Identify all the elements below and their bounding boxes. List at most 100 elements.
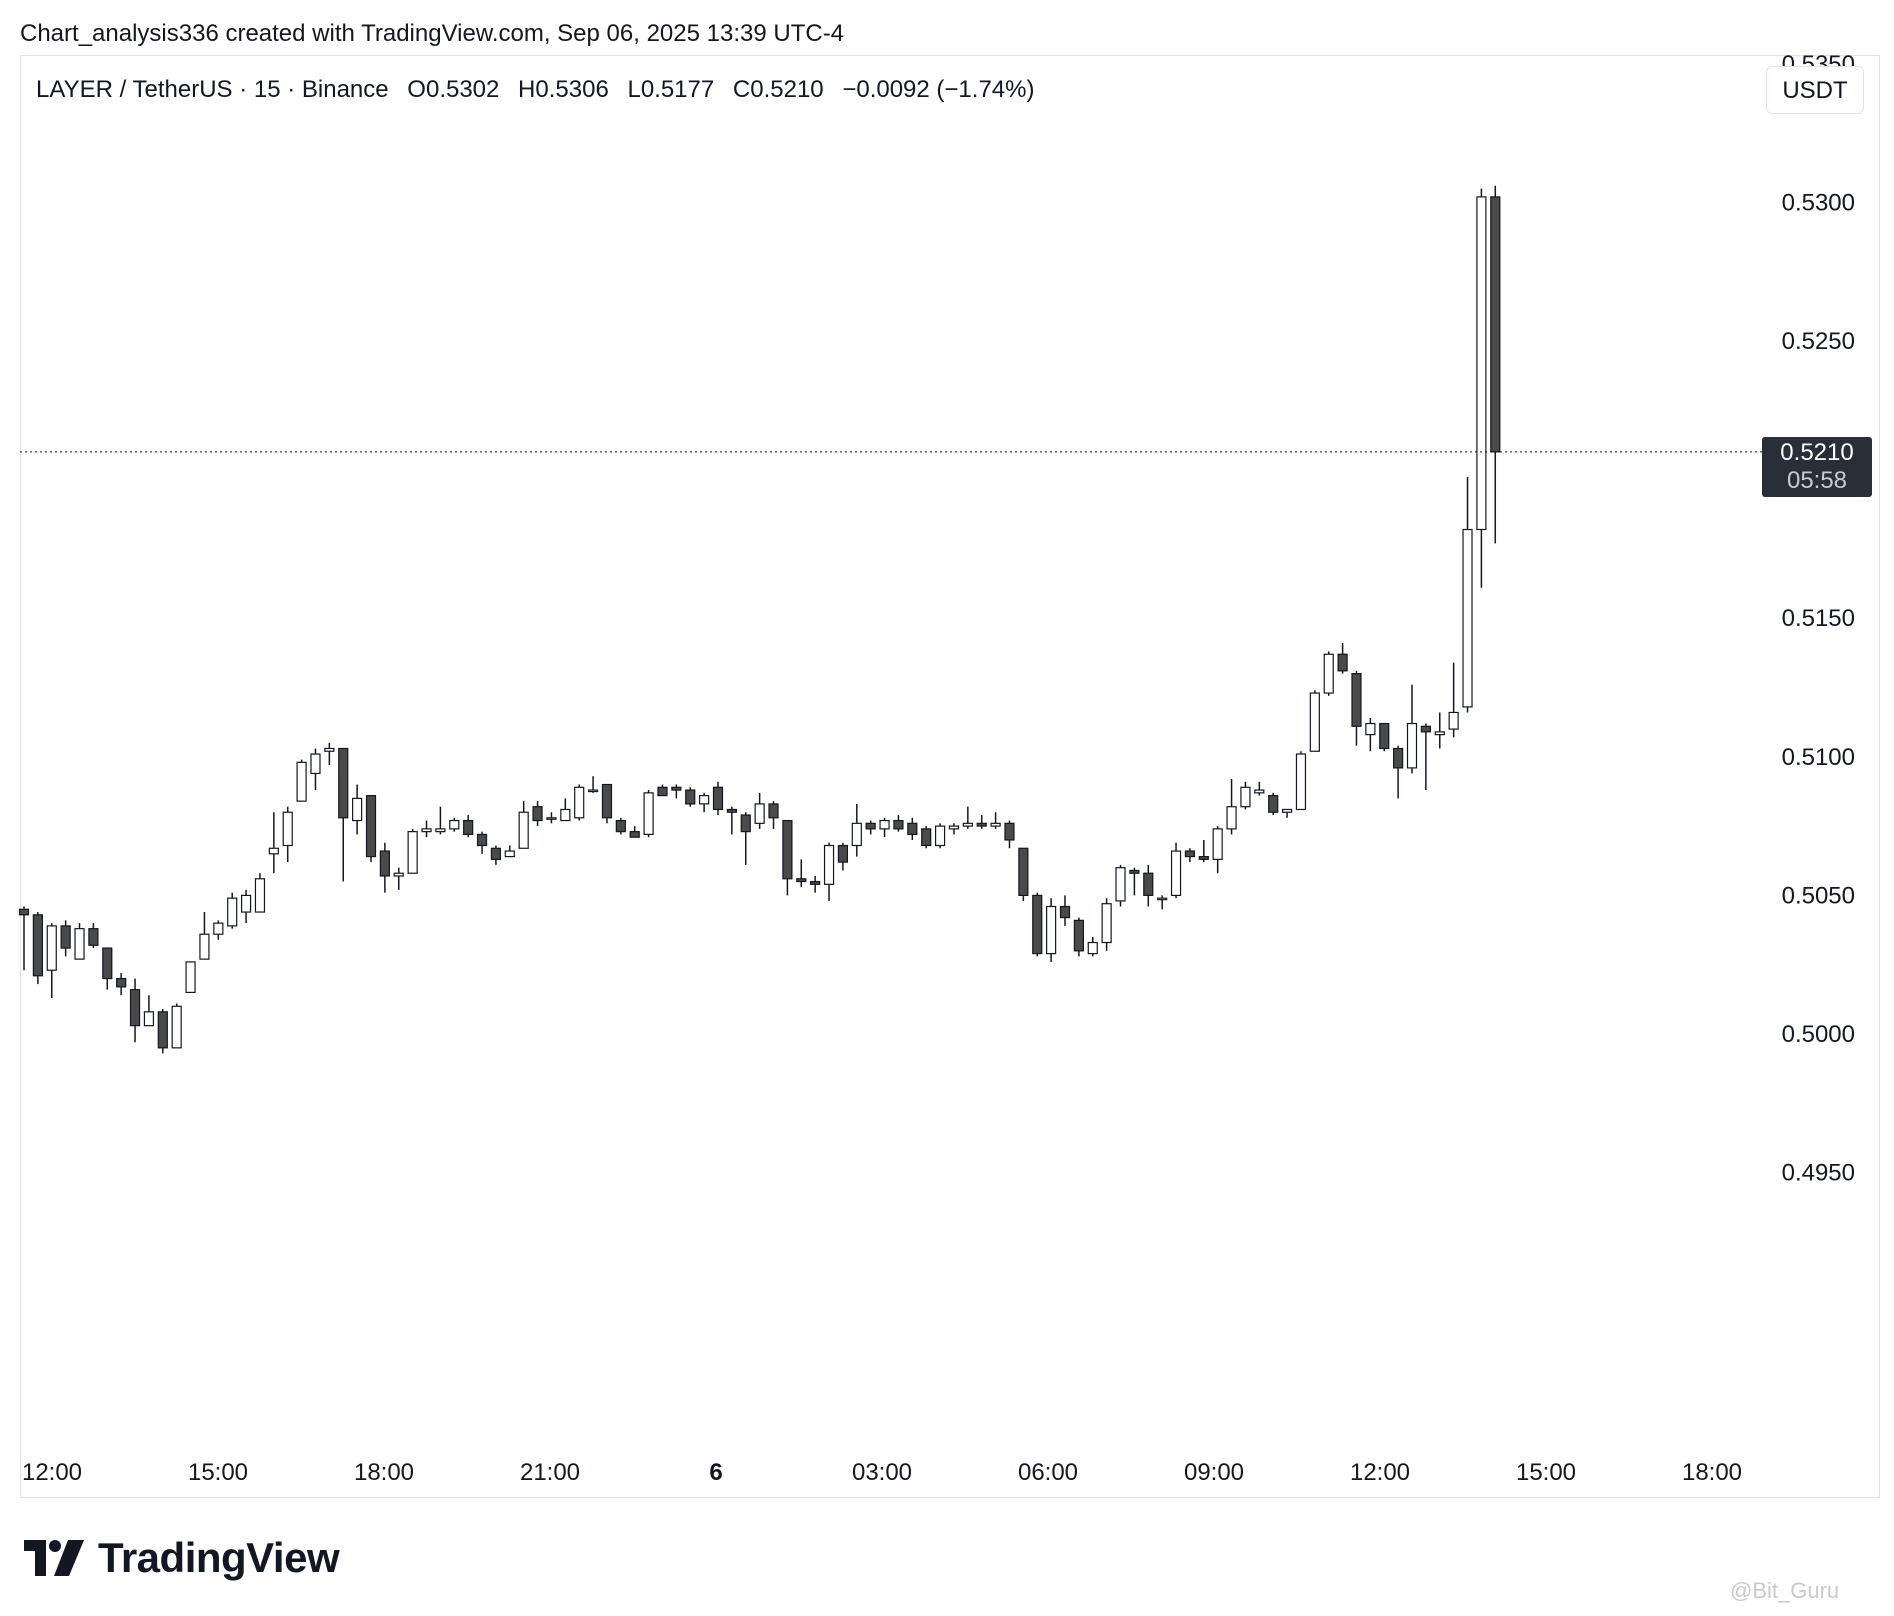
candle-body: [476, 833, 488, 847]
candle-body: [1337, 653, 1348, 672]
candle-body: [657, 786, 668, 797]
candle-body: [449, 819, 460, 830]
candle-body: [1365, 722, 1376, 736]
candle-body: [143, 1011, 155, 1027]
candle-body: [1143, 872, 1154, 896]
candle-body: [310, 753, 321, 775]
x-tick-label: 15:00: [188, 1459, 248, 1486]
chart-attribution: Chart_analysis336 created with TradingVi…: [20, 20, 845, 47]
candle-body: [1420, 725, 1431, 733]
close-value: C0.5210: [732, 76, 824, 103]
candle-body: [254, 878, 266, 913]
candle-body: [1295, 753, 1307, 811]
candle-body: [865, 822, 876, 830]
x-tick-label: 12:00: [1350, 1459, 1410, 1486]
x-tick-label: 03:00: [852, 1459, 912, 1486]
candle-body: [1184, 850, 1196, 858]
candle-body: [365, 795, 377, 858]
candle-body: [699, 795, 710, 805]
candle-body: [1309, 692, 1320, 752]
candle-body: [1101, 903, 1112, 944]
candle-body: [1073, 919, 1084, 952]
bar-countdown: 05:58: [1786, 466, 1848, 494]
symbol-label[interactable]: LAYER / TetherUS · 15 · Binance: [36, 76, 389, 103]
y-tick-label: 0.5250: [1782, 328, 1855, 355]
currency-button[interactable]: USDT: [1766, 66, 1864, 114]
candle-body: [934, 825, 946, 847]
candle-body: [948, 825, 960, 830]
candle-body: [240, 894, 252, 913]
candle-body: [879, 819, 890, 830]
candle-body: [1281, 808, 1293, 813]
y-tick-label: 0.5150: [1782, 605, 1855, 632]
candle-body: [1406, 722, 1418, 769]
candle-body: [1212, 828, 1223, 860]
y-tick-label: 0.5050: [1782, 882, 1855, 909]
candle-body: [643, 792, 654, 836]
candle-body: [1046, 905, 1057, 955]
candle-body: [18, 908, 30, 916]
chart-pane[interactable]: [20, 55, 1880, 1498]
candle-body: [157, 1011, 168, 1049]
high-value: H0.5306: [518, 76, 609, 103]
candle-body: [102, 947, 113, 980]
candle-body: [990, 822, 1001, 827]
candle-body: [213, 922, 224, 935]
candle-body: [671, 786, 682, 791]
tradingview-logo-icon: [24, 1540, 84, 1576]
ohlc-legend: LAYER / TetherUS · 15 · Binance O0.5302 …: [36, 76, 1046, 104]
candle-body: [185, 961, 196, 994]
candle-body: [1323, 653, 1334, 694]
candle-body: [88, 928, 99, 946]
y-tick-label: 0.5000: [1782, 1021, 1855, 1048]
candle-body: [129, 989, 141, 1027]
candle-body: [587, 789, 599, 793]
candle-body: [463, 819, 474, 836]
candle-body: [740, 814, 751, 833]
candle-body: [504, 850, 515, 858]
y-tick-label: 0.5300: [1782, 189, 1855, 216]
candle-body: [1448, 711, 1459, 730]
candle-body: [1226, 806, 1237, 830]
candle-body: [268, 847, 279, 855]
candle-body: [921, 828, 932, 847]
open-value: O0.5302: [407, 76, 500, 103]
candle-body: [199, 933, 210, 960]
last-price-value: 0.5210: [1780, 438, 1854, 466]
candle-body: [532, 806, 543, 822]
candle-body: [518, 811, 529, 849]
candle-body: [282, 811, 293, 847]
watermark-text: @Bit_Guru: [1730, 1578, 1840, 1603]
candle-body: [1393, 747, 1404, 769]
candle-body: [1115, 867, 1126, 902]
candle-body: [685, 789, 696, 805]
candle-body: [74, 928, 85, 960]
y-tick-label: 0.5100: [1782, 744, 1855, 771]
candle-body: [1490, 196, 1501, 453]
candle-body: [60, 925, 71, 949]
x-tick-label: 18:00: [354, 1459, 414, 1486]
candle-body: [810, 880, 821, 885]
x-tick-label: 06:00: [1018, 1459, 1078, 1486]
candle-body: [1018, 847, 1029, 897]
candle-body: [615, 819, 626, 833]
candle-body: [1059, 905, 1071, 919]
tradingview-logo[interactable]: TradingView: [24, 1534, 340, 1582]
candle-body: [1476, 196, 1487, 531]
candle-body: [976, 822, 987, 827]
candle-body: [712, 786, 724, 811]
candle-body: [227, 897, 238, 927]
y-tick-label: 0.4950: [1782, 1160, 1855, 1187]
candle-body: [823, 844, 835, 885]
candle-body: [296, 761, 307, 802]
candle-body: [1351, 673, 1362, 727]
candle-body: [1379, 722, 1390, 750]
candle-body: [754, 803, 765, 824]
candle-body: [421, 828, 432, 833]
low-value: L0.5177: [627, 76, 715, 103]
candle-body: [1462, 528, 1473, 708]
x-tick-label: 12:00: [22, 1459, 82, 1486]
x-tick-label: 21:00: [520, 1459, 580, 1486]
candle-body: [46, 925, 57, 971]
